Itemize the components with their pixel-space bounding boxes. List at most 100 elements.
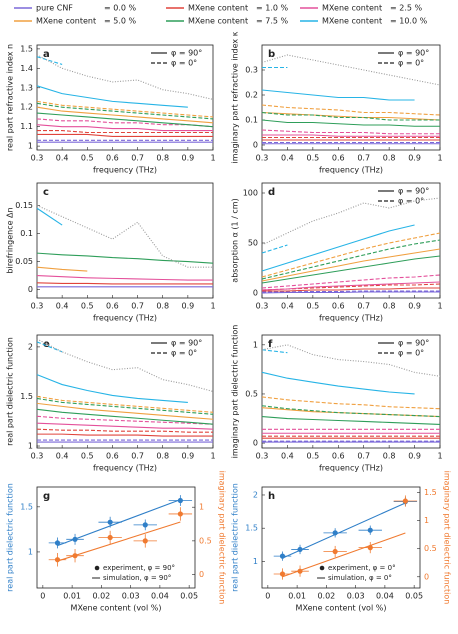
- data-point: [54, 540, 61, 546]
- x-tick-label: 0.3: [31, 452, 44, 461]
- x-tick-label: 0.3: [256, 154, 269, 163]
- panel-letter: f: [268, 339, 273, 350]
- x-tick-label: 0.5: [306, 452, 319, 461]
- y-tick-label: 1.5: [20, 502, 33, 511]
- style-label: φ = 90°: [398, 49, 429, 58]
- panel-letter: g: [43, 491, 50, 502]
- data-line: [36, 428, 213, 433]
- data-point: [54, 557, 61, 563]
- legend-label: simulation, φ = 0°: [328, 574, 392, 582]
- x-tick-label: 0.8: [383, 302, 396, 311]
- style-label: φ = 0°: [398, 197, 424, 206]
- plot-frame: [36, 486, 196, 589]
- x-tick-label: 1: [210, 302, 215, 311]
- data-line: [261, 54, 441, 86]
- style-label: φ = 0°: [398, 349, 424, 358]
- legend-marker: [319, 565, 325, 571]
- x-tick-label: 0.7: [131, 302, 144, 311]
- x-tick-label: 0.4: [56, 154, 69, 163]
- data-line: [37, 433, 213, 437]
- y-tick-label: 2: [253, 490, 258, 499]
- legend-name: MXene content: [36, 17, 96, 26]
- data-point: [177, 511, 183, 517]
- x-tick-label: 0.8: [156, 452, 169, 461]
- style-label: φ = 0°: [398, 59, 424, 68]
- data-point: [142, 538, 148, 544]
- x-tick-label: 0.6: [106, 154, 119, 163]
- x-tick-label: 0.01: [63, 592, 81, 601]
- plot-frame: [261, 334, 441, 449]
- data-line: [261, 281, 441, 291]
- x-tick-label: 0.3: [256, 452, 269, 461]
- style-label: φ = 90°: [398, 187, 429, 196]
- y-tick-label: 100: [243, 189, 258, 198]
- data-line: [36, 124, 213, 132]
- data-line: [36, 395, 214, 413]
- x-tick-label: 0.6: [106, 302, 119, 311]
- plot-frame: [36, 44, 214, 151]
- y2-tick-label: 0: [424, 572, 429, 581]
- data-point: [107, 534, 113, 541]
- x-tick-label: 0.6: [332, 452, 345, 461]
- data-line: [36, 415, 214, 425]
- legend-value: = 2.5 %: [390, 4, 423, 13]
- data-line: [36, 275, 213, 281]
- x-tick-label: 0.5: [306, 154, 319, 163]
- data-line: [262, 287, 440, 292]
- x-tick-label: 0.01: [288, 592, 306, 601]
- fit-line: [282, 532, 406, 578]
- plot-frame: [36, 334, 214, 449]
- style-label: φ = 0°: [171, 59, 197, 68]
- data-line: [261, 232, 441, 278]
- y-tick-label: 1.1: [20, 122, 33, 131]
- y-axis-label: imaginary part dielectric function: [231, 325, 240, 459]
- x-tick-label: 0.7: [357, 154, 370, 163]
- style-label: φ = 90°: [171, 49, 202, 58]
- x-tick-label: 0.8: [156, 302, 169, 311]
- data-line: [261, 371, 415, 395]
- data-line: [36, 408, 214, 425]
- x-tick-label: 0.3: [31, 154, 44, 163]
- plot-frame: [261, 486, 421, 589]
- data-line: [36, 266, 88, 272]
- x-tick-label: 1: [210, 154, 215, 163]
- x-tick-label: 0.9: [181, 154, 194, 163]
- x-tick-label: 1: [437, 154, 442, 163]
- legend-value: = 10.0 %: [390, 17, 428, 26]
- style-label: φ = 0°: [171, 349, 197, 358]
- y-tick-label: 1: [253, 557, 258, 566]
- data-line: [261, 416, 441, 425]
- y-tick-label: 1.5: [20, 44, 33, 53]
- x-tick-label: 0.9: [181, 302, 194, 311]
- x-tick-label: 0.3: [31, 302, 44, 311]
- x-tick-label: 0.3: [256, 302, 269, 311]
- data-line: [261, 239, 441, 280]
- data-point: [72, 536, 78, 542]
- x-axis-label: MXene content (vol %): [71, 604, 162, 613]
- data-point: [72, 553, 78, 559]
- x-tick-label: 0.4: [56, 452, 69, 461]
- x-tick-label: 0.8: [383, 154, 396, 163]
- x-tick-label: 0.6: [332, 302, 345, 311]
- y-axis-label: absorption α (1 / cm): [231, 198, 240, 282]
- y-axis-label: imaginary part refractive index κ: [231, 31, 240, 163]
- panel-letter: c: [43, 187, 49, 198]
- data-line: [37, 130, 213, 134]
- y2-axis-label: imaginary part dielectric function: [443, 471, 452, 605]
- y-axis-label: real part dielectric function: [6, 483, 15, 592]
- legend-label: experiment, φ = 90°: [103, 564, 175, 572]
- data-point: [332, 530, 338, 536]
- x-tick-label: 1: [210, 452, 215, 461]
- data-line: [36, 85, 188, 108]
- x-tick-label: 0.7: [357, 452, 370, 461]
- data-line: [36, 402, 214, 420]
- legend-name: MXene content: [188, 4, 248, 13]
- y-tick-label: 0.2: [245, 91, 258, 100]
- x-tick-label: 0.7: [357, 302, 370, 311]
- plot-frame: [261, 44, 441, 151]
- y-tick-label: 0.15: [15, 201, 33, 210]
- y-tick-label: 0.1: [245, 116, 258, 125]
- y-axis-label: real part dielectric function: [6, 337, 15, 446]
- legend-value: = 1.0 %: [256, 4, 289, 13]
- x-tick-label: 0.5: [81, 452, 94, 461]
